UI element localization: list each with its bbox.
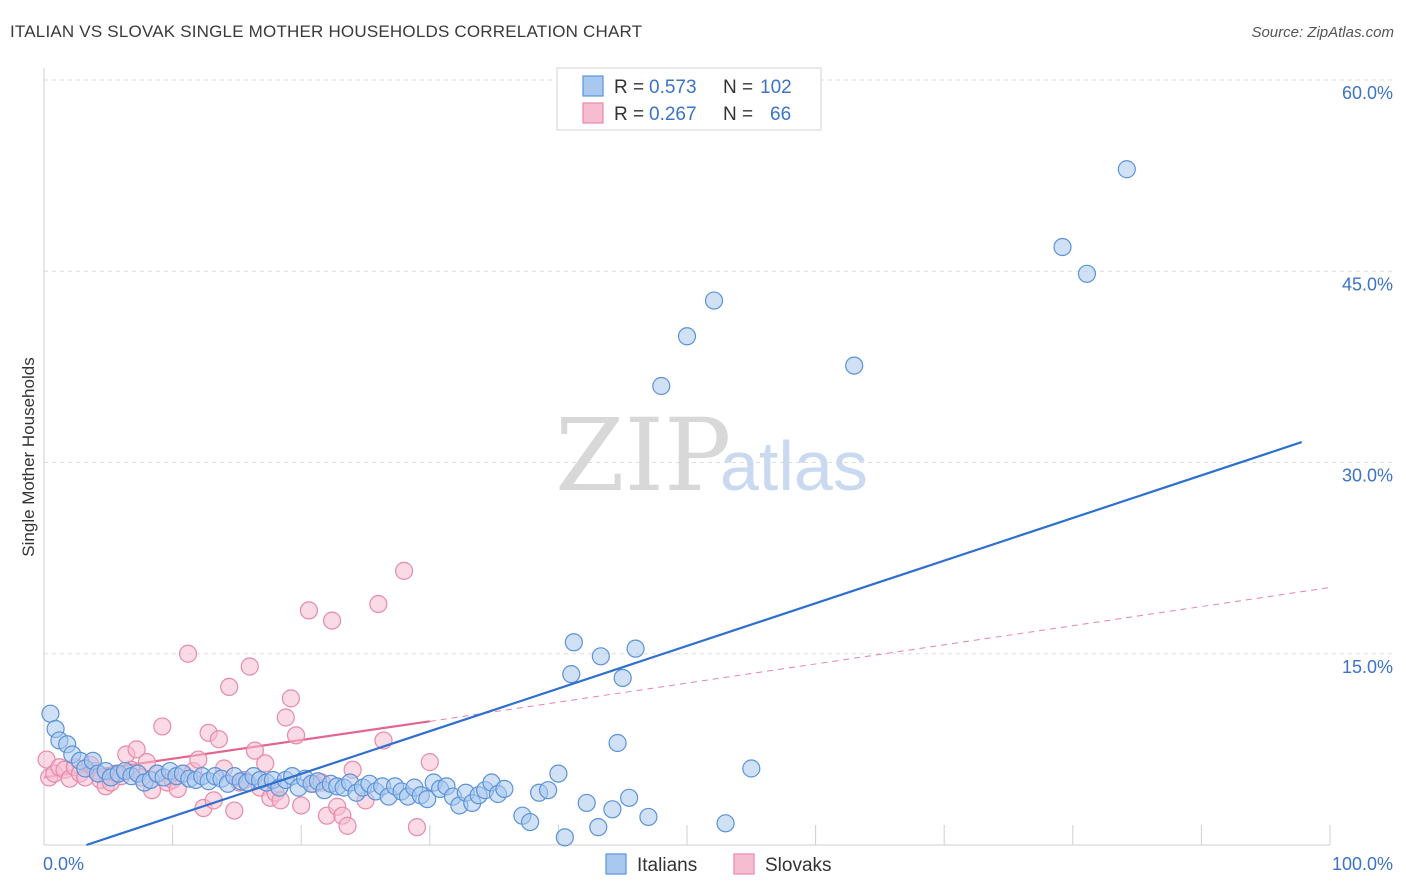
italians-point-84 — [608, 733, 627, 753]
x-tick-max: 100.0% — [1332, 854, 1393, 874]
italians-point-87 — [626, 639, 645, 658]
slovaks-point-65 — [420, 753, 439, 772]
slovaks-point-30 — [189, 750, 208, 769]
y-tick-label-3: 60.0% — [1342, 83, 1393, 103]
italians-trend-group — [86, 441, 1303, 847]
italians-n-value: 102 — [760, 77, 792, 98]
italians-point-85 — [613, 668, 632, 688]
slovaks-point-58 — [338, 816, 357, 835]
italians-point-79 — [564, 633, 583, 652]
y-axis-title: Single Mother Households — [19, 357, 38, 556]
italians-point-89 — [652, 376, 671, 396]
slovaks-point-36 — [220, 677, 239, 697]
italians-point-82 — [591, 647, 610, 666]
y-tick-label-0: 15.0% — [1342, 657, 1393, 677]
bottom-legend-slovaks-label: Slovaks — [765, 855, 832, 876]
slovaks-point-28 — [178, 644, 198, 663]
italians-point-94 — [845, 356, 864, 375]
slovaks-point-55 — [322, 611, 342, 630]
italians-point-97 — [1117, 160, 1136, 179]
watermark-zip: ZIP — [555, 397, 731, 514]
italians-point-83 — [603, 800, 622, 819]
italians-trend-line — [86, 441, 1303, 847]
slovaks-point-47 — [276, 708, 295, 727]
slovaks-point-51 — [299, 601, 319, 620]
slovaks-trend-extension — [429, 586, 1331, 722]
slovaks-point-23 — [153, 717, 172, 736]
y-tick-labels: 15.0% 30.0% 45.0% 60.0% — [1342, 83, 1393, 677]
italians-point-91 — [704, 291, 724, 310]
slovaks-point-34 — [209, 730, 228, 749]
italians-n-label: N = — [723, 77, 753, 98]
slovaks-point-49 — [286, 726, 306, 745]
italians-point-96 — [1077, 264, 1097, 283]
bottom-legend-italians-label: Italians — [637, 855, 697, 876]
watermark-atlas: atlas — [720, 427, 868, 505]
italians-point-78 — [562, 665, 581, 684]
watermark: ZIP atlas — [555, 397, 868, 514]
slovaks-point-64 — [407, 818, 427, 837]
italians-points — [41, 160, 1136, 847]
slovaks-n-label: N = — [723, 104, 753, 125]
series-legend: Italians Slovaks — [605, 853, 832, 876]
italians-point-73 — [521, 812, 540, 832]
x-tick-min: 0.0% — [43, 854, 84, 874]
slovaks-point-48 — [281, 689, 301, 708]
chart-title: ITALIAN VS SLOVAK SINGLE MOTHER HOUSEHOL… — [10, 22, 643, 41]
grid-lines — [44, 79, 1393, 655]
italians-point-75 — [539, 781, 558, 800]
slovaks-point-40 — [240, 657, 259, 676]
italians-point-76 — [549, 764, 568, 783]
italians-point-88 — [639, 807, 658, 827]
slovaks-point-37 — [225, 801, 244, 820]
italians-point-92 — [716, 814, 735, 833]
italians-r-label: R = — [614, 77, 644, 98]
italians-point-59 — [418, 789, 437, 809]
italians-point-81 — [589, 818, 608, 837]
italians-point-93 — [742, 759, 761, 778]
italians-legend-swatch — [582, 75, 604, 97]
slovaks-n-value: 66 — [770, 104, 791, 125]
italians-point-0 — [41, 704, 60, 723]
slovaks-point-43 — [256, 754, 275, 773]
slovaks-point-61 — [369, 594, 388, 614]
slovaks-point-63 — [394, 561, 414, 580]
italians-point-71 — [495, 779, 514, 799]
source-label: Source: ZipAtlas.com — [1251, 24, 1394, 41]
italians-point-80 — [577, 793, 596, 813]
bottom-legend-italians-swatch — [605, 853, 627, 875]
slovaks-point-50 — [292, 796, 311, 815]
italians-point-77 — [555, 828, 574, 847]
stats-legend: R = 0.573 N = 102 R = 0.267 N = 66 — [556, 67, 822, 131]
italians-r-value: 0.573 — [649, 77, 697, 98]
italians-point-90 — [677, 327, 697, 346]
bottom-legend-slovaks-swatch — [733, 853, 755, 875]
slovaks-legend-swatch — [582, 102, 604, 124]
y-tick-label-1: 30.0% — [1342, 466, 1393, 486]
slovaks-r-label: R = — [614, 104, 644, 125]
y-tick-label-2: 45.0% — [1342, 274, 1393, 294]
slovaks-point-18 — [127, 740, 146, 759]
slovaks-point-41 — [245, 741, 265, 760]
italians-point-86 — [620, 788, 639, 807]
italians-point-95 — [1053, 237, 1072, 257]
slovaks-r-value: 0.267 — [649, 104, 697, 125]
